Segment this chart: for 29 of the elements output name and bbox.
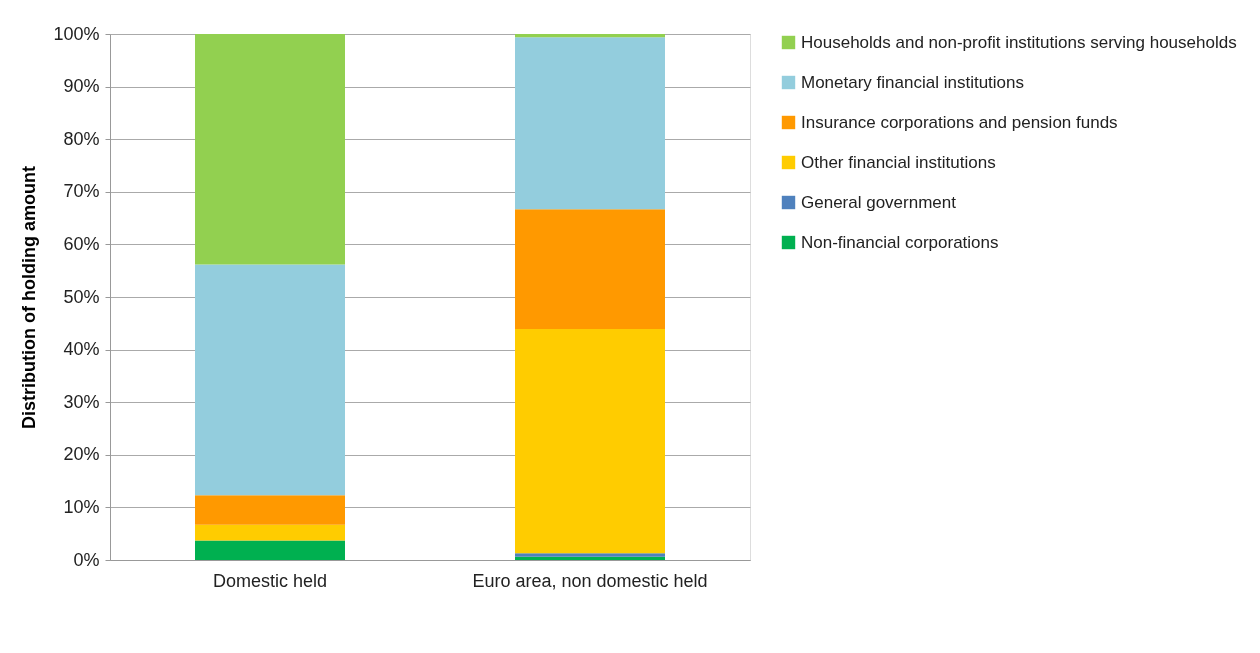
legend-label: General government (801, 192, 957, 212)
y-tick-label: 50% (63, 286, 100, 307)
legend-label: Insurance corporations and pension funds (801, 112, 1118, 132)
bar (195, 34, 345, 265)
x-tick-label: Euro area, non domestic held (472, 570, 708, 591)
y-tick-label: 80% (63, 128, 100, 149)
legend-label: Households and non-profit institutions serving households (801, 32, 1237, 52)
legend-label: Non-financial corporations (801, 232, 999, 252)
y-tick-label: 100% (53, 23, 100, 44)
y-tick-label: 60% (63, 233, 100, 254)
bar (195, 495, 345, 525)
bar (515, 37, 665, 210)
bar (195, 524, 345, 541)
y-tick-label: 0% (73, 549, 100, 570)
bar (515, 34, 665, 38)
y-axis-title: Distribution of holding amount (19, 166, 40, 429)
y-tick-label: 40% (63, 339, 100, 360)
legend-label: Monetary financial institutions (801, 72, 1025, 92)
bar (515, 209, 665, 330)
y-tick-label: 10% (63, 496, 100, 517)
y-tick-label: 70% (63, 181, 100, 202)
bar (195, 264, 345, 496)
x-tick-label: Domestic held (212, 570, 328, 591)
bar (515, 329, 665, 554)
legend-label: Other financial institutions (801, 152, 996, 172)
bar (195, 540, 345, 560)
y-tick-label: 30% (63, 391, 100, 412)
y-tick-label: 90% (63, 76, 100, 97)
y-tick-label: 20% (63, 444, 100, 465)
